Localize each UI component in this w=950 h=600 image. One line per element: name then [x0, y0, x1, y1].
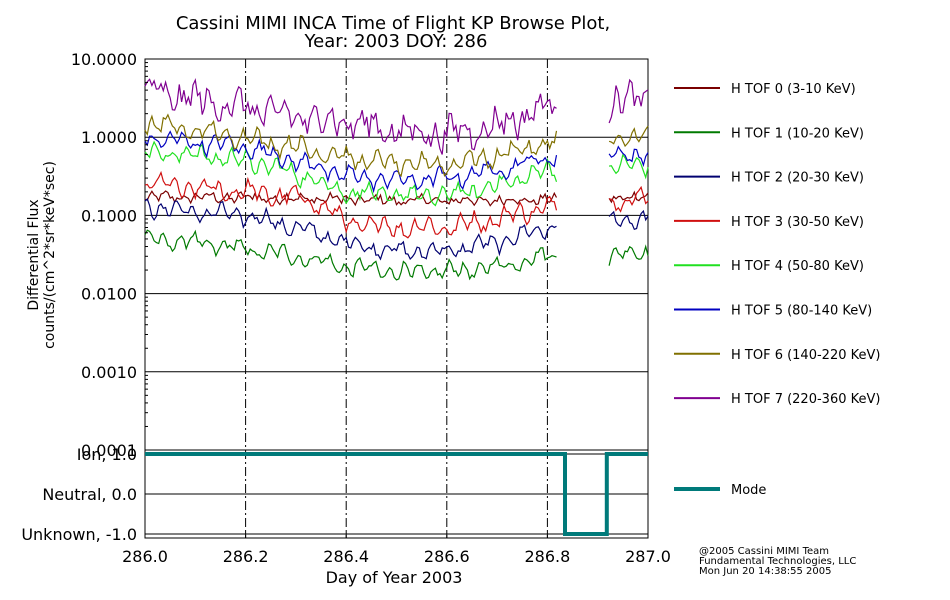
x-tick-label: 286.0: [122, 547, 168, 566]
flux-y-tick-label: 0.0010: [81, 363, 137, 382]
series-line-6: [144, 113, 558, 178]
legend-label: H TOF 7 (220-360 KeV): [731, 392, 880, 407]
credit-copyright: @2005 Cassini MIMI Team: [699, 546, 829, 557]
x-tick-label: 287.0: [625, 547, 671, 566]
flux-y-tick-label: 1.0000: [81, 128, 137, 147]
series-line-6-after-gap: [608, 125, 649, 148]
flux-y-tick-label: 10.0000: [71, 50, 137, 69]
series-line-7-after-gap: [608, 78, 649, 124]
flux-y-tick-label: 0.0001: [81, 441, 137, 460]
mode-y-tick-label: Ion, 1.0: [77, 445, 137, 464]
series-line-2: [144, 197, 557, 261]
legend-label: H TOF 1 (10-20 KeV): [731, 126, 864, 141]
series-line-0-after-gap: [608, 190, 649, 204]
flux-y-tick-label: 0.1000: [81, 206, 137, 225]
mode-panel: Ion, 1.0 Neutral, 0.0 Unknown, -1.0: [21, 445, 649, 544]
y-axis-label-line1: Differential Flux: [26, 199, 42, 310]
x-tick-label: 286.2: [223, 547, 269, 566]
legend-label: H TOF 5 (80-140 KeV): [731, 304, 872, 319]
credit-timestamp: Mon Jun 20 14:38:55 2005: [699, 566, 832, 577]
x-axis-label: Day of Year 2003: [326, 568, 463, 587]
series-line-1-after-gap: [608, 244, 649, 266]
flux-y-tick-label: 0.0100: [81, 285, 137, 304]
series-line-2-after-gap: [608, 209, 649, 231]
chart-subtitle: Year: 2003 DOY: 286: [304, 31, 488, 52]
series-line-1: [144, 229, 557, 281]
mode-y-tick-label: Unknown, -1.0: [21, 525, 137, 544]
series-line-0: [144, 190, 558, 207]
flux-panel: 10.0000 1.0000 0.1000 0.0100 0.0010 0.0001: [71, 50, 649, 460]
legend-label: H TOF 0 (3-10 KeV): [731, 82, 856, 97]
series-line-3-after-gap: [609, 185, 649, 213]
series-line-5: [144, 130, 558, 194]
legend-label: H TOF 3 (30-50 KeV): [731, 215, 864, 230]
series-line-5-after-gap: [608, 145, 649, 168]
series-line-4-after-gap: [609, 153, 649, 180]
chart-title: Cassini MIMI INCA Time of Flight KP Brow…: [176, 13, 610, 34]
x-tick-label: 286.8: [524, 547, 570, 566]
legend-label: H TOF 4 (50-80 KeV): [731, 259, 864, 274]
credit-company: Fundamental Technologies, LLC: [699, 556, 857, 567]
mode-series-line: [145, 452, 648, 536]
y-axis-label-line2: counts/(cm^2*sr*keV*sec): [42, 161, 58, 349]
x-tick-label: 286.4: [323, 547, 369, 566]
series-line-3: [144, 170, 558, 239]
x-tick-label: 286.6: [424, 547, 470, 566]
legend-label: H TOF 2 (20-30 KeV): [731, 171, 864, 186]
mode-y-tick-label: Neutral, 0.0: [42, 485, 137, 504]
series-line-7: [144, 78, 557, 155]
series-line-4: [144, 140, 558, 207]
legend-label-mode: Mode: [731, 483, 766, 498]
legend: H TOF 0 (3-10 KeV) H TOF 1 (10-20 KeV) H T…: [674, 82, 880, 498]
legend-label: H TOF 6 (140-220 KeV): [731, 348, 880, 363]
